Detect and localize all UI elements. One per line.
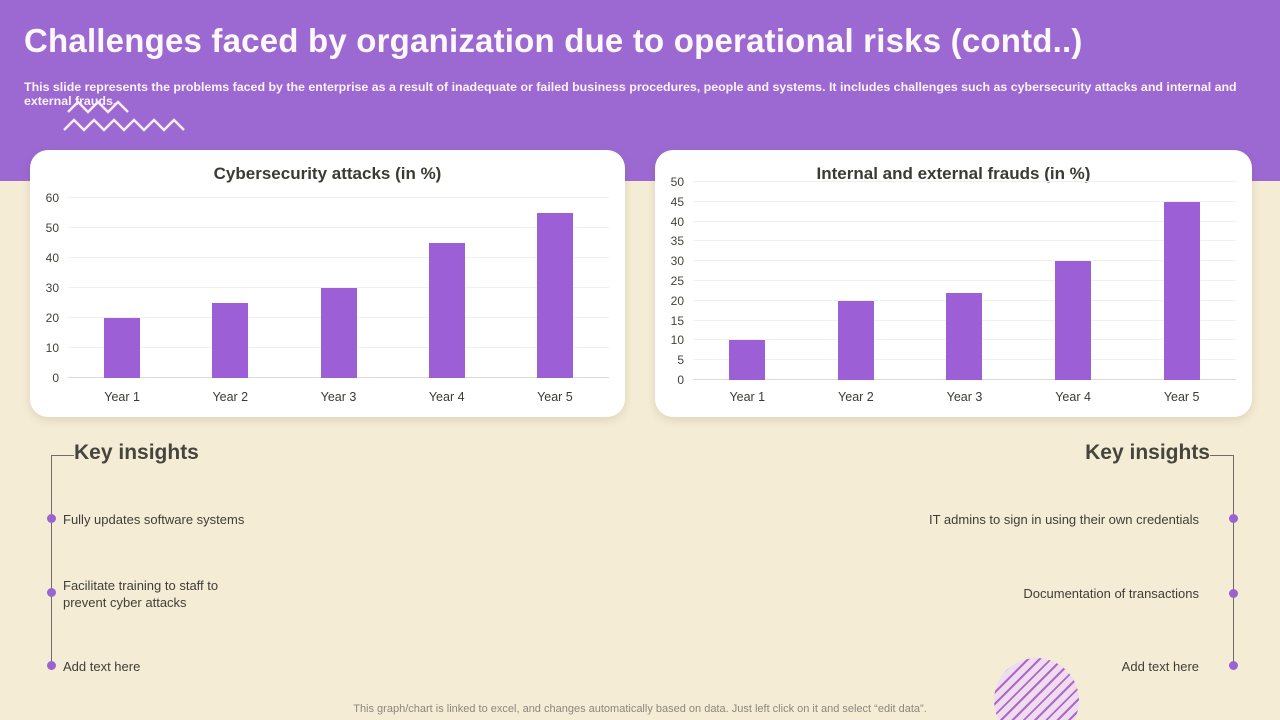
gridline xyxy=(68,197,609,198)
slide-subtitle: This slide represents the problems faced… xyxy=(24,80,1237,108)
y-axis-tick-label: 50 xyxy=(45,221,59,235)
y-axis-tick-label: 50 xyxy=(670,175,684,189)
bar-year-2 xyxy=(837,300,874,380)
gridline xyxy=(693,200,1236,202)
key-insights-title-right: Key insights xyxy=(1085,441,1210,464)
gridline xyxy=(68,257,609,258)
y-axis-tick-label: 45 xyxy=(670,194,684,209)
bar-column xyxy=(693,182,802,380)
gridline xyxy=(693,181,1236,182)
x-axis-category-label: Year 1 xyxy=(104,390,140,404)
y-axis-tick-label: 20 xyxy=(45,311,59,325)
y-axis-tick-label: 15 xyxy=(670,313,684,328)
bar-year-3 xyxy=(946,292,983,380)
insight-item-placeholder: Add text here xyxy=(63,659,141,674)
connector-line xyxy=(1233,455,1234,667)
y-axis-tick-label: 40 xyxy=(670,214,684,229)
bar-column xyxy=(176,198,284,378)
bullet-dot xyxy=(1229,514,1238,523)
bar-year-3 xyxy=(320,288,357,378)
bullet-dot xyxy=(1229,661,1238,670)
gridline xyxy=(693,240,1236,242)
bullet-dot xyxy=(1229,589,1238,598)
y-axis-tick-label: 0 xyxy=(677,373,684,387)
bullet-dot xyxy=(47,514,56,523)
insight-item: IT admins to sign in using their own cre… xyxy=(928,512,1199,527)
chart-card-cybersecurity-attacks: Cybersecurity attacks (in %) 0 10 20 30 40 50… xyxy=(30,150,625,417)
chart-plot-area: 0 10 20 30 40 50 60 xyxy=(46,192,609,384)
chart-x-axis: Year 1 Year 2 Year 3 Year 4 Year 5 xyxy=(693,390,1236,406)
connector-line xyxy=(51,455,52,667)
chart-x-axis: Year 1 Year 2 Year 3 Year 4 Year 5 xyxy=(68,390,609,406)
y-axis-tick-label: 25 xyxy=(670,274,684,288)
bar-year-5 xyxy=(536,213,573,378)
bar-series xyxy=(68,198,609,378)
y-axis-tick-label: 20 xyxy=(670,293,684,308)
bullet-dot xyxy=(47,588,56,597)
bullet-dot xyxy=(47,661,56,670)
bar-year-1 xyxy=(104,318,141,378)
y-axis-tick-label: 60 xyxy=(45,191,59,205)
gridline xyxy=(693,280,1236,281)
x-axis-category-label: Year 5 xyxy=(537,390,573,404)
insight-item: Fully updates software systems xyxy=(63,512,245,527)
y-axis-tick-label: 30 xyxy=(670,254,684,269)
chart-plot-area: 0 5 10 15 20 25 30 35 40 45 50 xyxy=(671,176,1236,386)
chart-card-internal-external-frauds: Internal and external frauds (in %) 0 5 10… xyxy=(655,150,1252,417)
x-axis-category-label: Year 2 xyxy=(212,390,249,404)
x-axis-category-label: Year 3 xyxy=(320,390,357,404)
x-axis-category-label: Year 4 xyxy=(428,390,465,404)
bar-year-4 xyxy=(1055,261,1092,380)
bar-column xyxy=(910,182,1019,380)
bar-series xyxy=(693,182,1236,380)
bar-column xyxy=(1127,182,1236,380)
y-axis-tick-label: 0 xyxy=(52,371,59,385)
insight-item-placeholder: Add text here xyxy=(1121,659,1199,674)
bar-column xyxy=(284,198,392,378)
key-insights-title-left: Key insights xyxy=(74,441,199,464)
y-axis-tick-label: 30 xyxy=(45,281,59,295)
y-axis-tick-label: 5 xyxy=(677,353,684,368)
gridline xyxy=(693,260,1236,262)
bar-column xyxy=(68,198,176,378)
x-axis-category-label: Year 4 xyxy=(1055,390,1091,404)
footer-note: This graph/chart is linked to excel, and… xyxy=(353,703,927,715)
bar-column xyxy=(1019,182,1128,380)
y-axis-tick-label: 10 xyxy=(45,341,59,355)
bar-year-1 xyxy=(729,340,766,380)
x-axis-category-label: Year 1 xyxy=(729,390,766,404)
gridline xyxy=(68,287,609,288)
chart-title: Cybersecurity attacks (in %) xyxy=(213,164,442,183)
bar-column xyxy=(393,198,501,378)
bar-column xyxy=(802,182,911,380)
bar-year-4 xyxy=(428,243,465,378)
bar-column xyxy=(501,198,609,378)
x-axis-category-label: Year 2 xyxy=(838,390,874,404)
chart-title: Internal and external frauds (in %) xyxy=(816,164,1091,183)
y-axis-tick-label: 40 xyxy=(45,251,59,265)
y-axis-tick-label: 35 xyxy=(670,234,684,249)
y-axis-tick-label: 10 xyxy=(670,333,684,348)
insight-item: Facilitate training to staff to prevent … xyxy=(63,578,219,610)
x-axis-category-label: Year 5 xyxy=(1163,390,1200,404)
gridline xyxy=(68,227,609,228)
page-title: Challenges faced by organization due to … xyxy=(24,22,1083,59)
insight-item: Documentation of transactions xyxy=(1023,586,1199,601)
bar-year-5 xyxy=(1163,201,1200,380)
connector-line xyxy=(51,455,74,456)
zigzag-decoration-icon xyxy=(63,100,185,132)
gridline xyxy=(693,220,1236,222)
connector-line xyxy=(1210,455,1233,456)
striped-circle-decoration xyxy=(994,658,1079,720)
x-axis-category-label: Year 3 xyxy=(946,390,983,404)
bar-year-2 xyxy=(212,303,249,378)
